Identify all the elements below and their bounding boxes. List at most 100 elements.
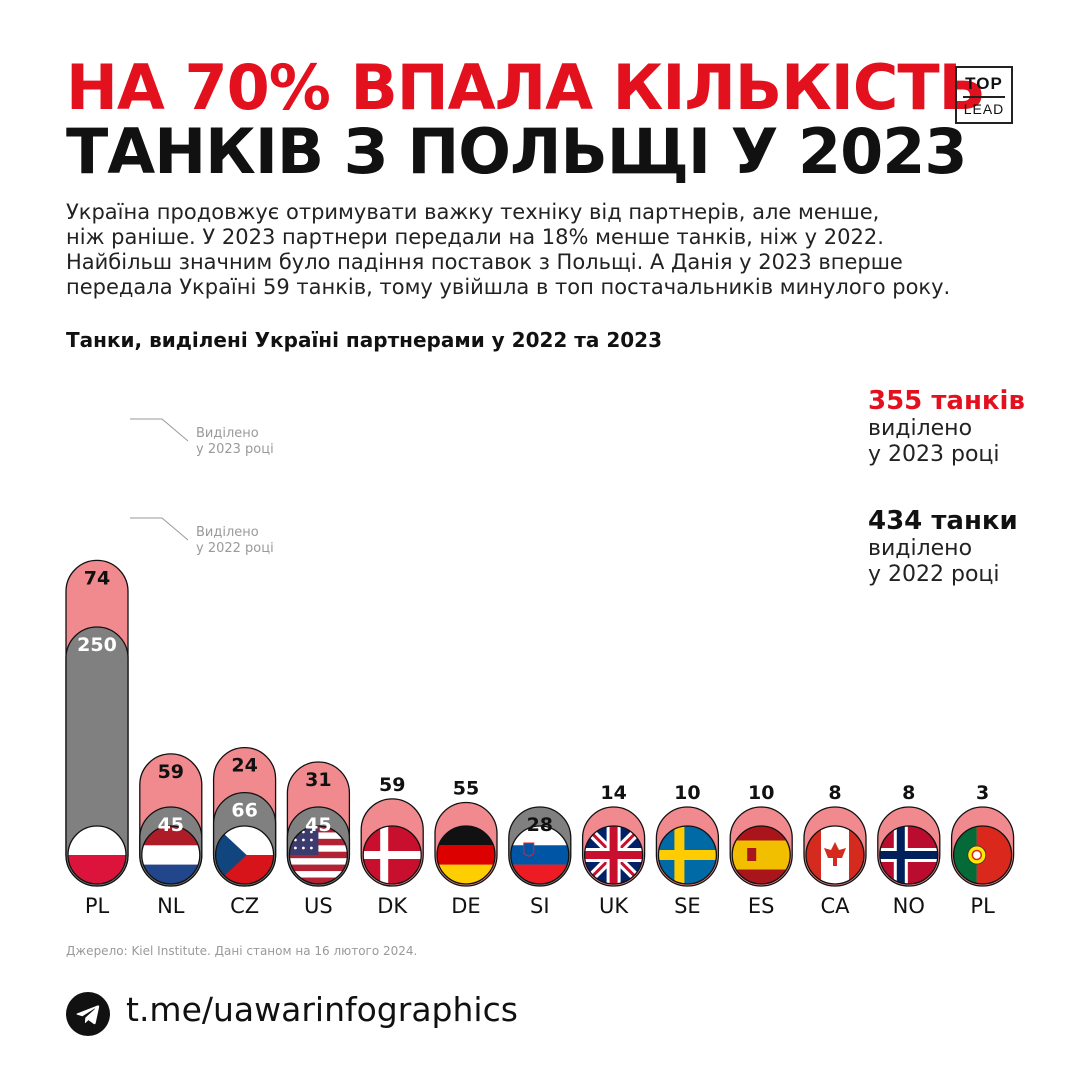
intro-line: Україна продовжує отримувати важку техні… [66,200,880,224]
label-2023-es: 10 [748,782,774,804]
total-2023: 355 танків виділено у 2023 році [868,388,1025,468]
source-note: Джерело: Kiel Institute. Дані станом на … [66,944,418,958]
annotation-line1-2022: Виділено [196,525,259,540]
intro-paragraph: Україна продовжує отримувати важку техні… [66,200,1026,300]
total-2022-label-1: виділено [868,536,973,561]
sweden-flag-icon [658,826,717,884]
label-2023-ca: 8 [828,782,841,804]
flag-outline [436,825,496,885]
flag-part [824,842,846,866]
flag-part [215,826,247,884]
flag-outline [510,825,570,885]
category-label-us: US [304,894,333,918]
flag-part [310,846,313,850]
category-label-si: SI [530,894,550,918]
flag-part [896,826,905,884]
flag-part [510,845,569,865]
title-line-1: НА 70% ВПАЛА КІЛЬКІСТЬ [66,51,986,124]
telegram-icon[interactable] [66,992,110,1036]
flag-part [510,864,569,884]
slovenia-flag-icon [510,826,569,884]
portugal-flag-icon [953,826,1012,884]
germany-flag-icon [437,826,495,884]
flag-outline [67,825,127,885]
annotation-leader-2022 [130,517,189,541]
label-2022-si: 28 [527,814,553,836]
category-label-es: ES [748,894,775,918]
annotation-line2-2023: у 2023 році [196,442,274,457]
label-2022-cz: 66 [231,800,257,822]
intro-line: Найбільш значним було падіння поставок з… [66,250,903,274]
flag-part [294,846,297,850]
logo-bottom-text: LEAD [963,101,1005,117]
logo-divider [963,96,1005,98]
flag-outline [805,825,865,885]
label-2022-pl: 250 [77,634,117,656]
flag-outline [879,825,939,885]
label-2023-no: 8 [902,782,915,804]
flag-part [437,845,495,865]
logo-top-text: TOP [965,74,1003,93]
page-title: НА 70% ВПАЛА КІЛЬКІСТЬ ТАНКІВ З ПОЛЬЩІ У… [66,51,986,188]
total-2022: 434 танки виділено у 2022 році [868,508,1018,588]
category-label-pl: PL [85,894,110,918]
flag-part [658,850,717,860]
flag-part [879,851,938,859]
flag-outline [141,825,201,885]
category-label-no: NO [893,894,925,918]
flag-part [732,840,791,870]
bar-2022-pl [65,626,129,887]
telegram-link[interactable]: t.me/uawarinfographics [126,990,518,1029]
label-2023-pl: 3 [976,782,989,804]
flag-part [289,877,348,884]
category-label-ca: CA [820,894,850,918]
netherlands-flag-icon [141,826,200,884]
flag-part [510,826,569,846]
flag-outline [583,825,644,885]
total-2022-value: 434 танки [868,506,1018,536]
flag-part [141,845,200,865]
flag-part [953,826,977,884]
norway-flag-icon [879,826,938,884]
flag-part [141,826,200,846]
flag-outline [214,825,275,885]
uk-flag-icon [584,826,643,884]
flag-part [141,864,200,884]
top-lead-logo: TOP LEAD [955,66,1013,124]
category-label-se: SE [674,894,701,918]
annotation-leader-2023 [130,418,189,442]
usa-flag-icon [289,826,348,884]
tank-bar-chart: 74 250 PL 59 45 NL 24 66 CZ 31 45 US 59 DK 55 DE 28 SI 14 U… [65,418,1015,918]
flag-outline [952,825,1013,885]
flag-part [302,846,305,850]
intro-line: передала Україні 59 танків, тому увійшла… [66,275,951,299]
label-2022-us: 45 [305,814,331,836]
category-label-uk: UK [599,894,629,918]
label-2023-uk: 14 [600,782,626,804]
flag-outline [362,825,422,885]
flag-part [289,864,348,872]
flag-part [302,838,305,842]
flag-part [310,838,313,842]
flag-outline [731,825,791,885]
label-2023-se: 10 [674,782,700,804]
label-2022-nl: 45 [158,814,184,836]
label-2023-de: 55 [453,778,479,800]
category-label-pl: PL [970,894,995,918]
flag-part [437,826,495,846]
denmark-flag-icon [363,826,422,884]
flag-part [363,851,422,859]
total-2023-label-2: у 2023 році [868,442,1000,467]
flag-part [437,864,495,884]
total-2022-label-2: у 2022 році [868,562,1000,587]
flag-part [747,848,757,861]
label-2023-dk: 59 [379,774,405,796]
flag-part [971,849,983,861]
label-2023-cz: 24 [231,755,257,777]
title-line-2: ТАНКІВ З ПОЛЬЩІ У 2023 [66,115,968,188]
category-label-de: DE [451,894,480,918]
flag-part [310,830,313,834]
annotation-line1-2023: Виділено [196,426,259,441]
flag-outline [288,825,349,885]
flag-part [289,871,348,878]
